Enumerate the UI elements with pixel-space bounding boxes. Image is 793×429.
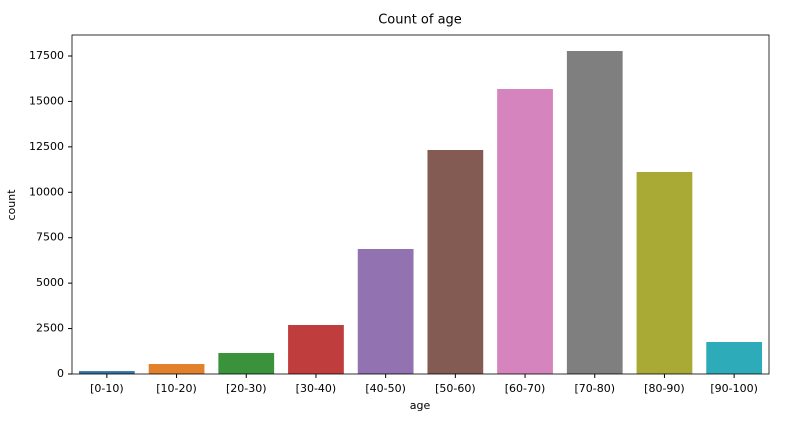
x-tick-label: [50-60)	[435, 382, 476, 395]
bar	[357, 248, 414, 374]
bar	[148, 364, 205, 374]
y-tick-label: 0	[57, 367, 64, 380]
x-tick-label: [30-40)	[296, 382, 337, 395]
x-tick-label: [20-30)	[226, 382, 267, 395]
x-tick-label: [60-70)	[505, 382, 546, 395]
x-tick-label: [40-50)	[365, 382, 406, 395]
y-tick-label: 5000	[36, 276, 64, 289]
bar	[497, 88, 553, 374]
bar	[427, 149, 484, 374]
y-tick-label: 15000	[29, 94, 64, 107]
bar	[706, 341, 763, 374]
chart-title: Count of age	[378, 13, 462, 28]
x-tick-label: [90-100)	[710, 382, 758, 395]
x-axis-label: age	[410, 399, 431, 412]
y-tick-label: 12500	[29, 140, 64, 153]
axes-frame	[71, 34, 770, 375]
y-axis-label: count	[5, 189, 18, 221]
bar	[636, 171, 693, 374]
bar	[566, 50, 623, 374]
y-tick-label: 7500	[36, 231, 64, 244]
bar	[78, 371, 135, 374]
x-tick-label: [0-10)	[90, 382, 124, 395]
bar	[218, 353, 275, 374]
y-tick-label: 17500	[29, 49, 64, 62]
x-tick-label: [70-80)	[574, 382, 615, 395]
y-tick-label: 2500	[36, 322, 64, 335]
x-tick-label: [10-20)	[156, 382, 197, 395]
x-tick-label: [80-90)	[644, 382, 685, 395]
bar	[288, 325, 344, 374]
y-tick-label: 10000	[29, 185, 64, 198]
